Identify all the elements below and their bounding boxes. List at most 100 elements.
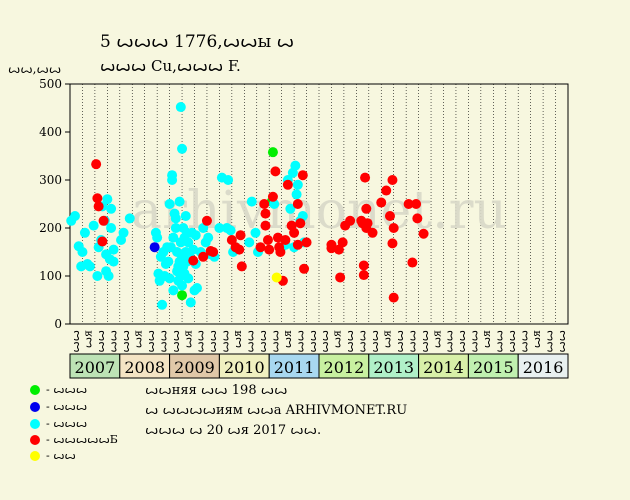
data-point (290, 160, 301, 171)
data-point (170, 213, 181, 224)
quarter-label: ꙍꙍ (107, 330, 120, 353)
data-point (124, 213, 135, 224)
year-label: 2013 (373, 358, 414, 377)
data-point (106, 223, 117, 233)
data-point (285, 203, 296, 214)
year-label: 2009 (174, 358, 215, 377)
data-point (337, 237, 348, 248)
data-point (201, 215, 212, 226)
quarter-label: ꙍꙍ (405, 330, 418, 353)
legend-item-3: - ꙍꙍꙍ (30, 417, 87, 430)
year-label: 2012 (324, 358, 365, 377)
quarter-label: ꙍꙍ (443, 330, 456, 353)
data-point (175, 102, 186, 113)
data-point (411, 199, 422, 209)
quarter-label: ꙍꙍ (493, 330, 506, 353)
quarter-label: ꙍꙍ (393, 330, 406, 353)
quarter-label: ꙍя (82, 330, 95, 348)
data-point (388, 223, 399, 233)
data-point (403, 199, 414, 209)
data-point (79, 227, 90, 238)
data-point (198, 251, 209, 262)
legend-item-4: - ꙍꙍꙍꙍꙍБ (30, 433, 118, 446)
data-point (295, 218, 306, 229)
data-point (246, 196, 257, 207)
legend-item-5: - ꙍꙍ (30, 449, 76, 462)
data-point (358, 260, 369, 271)
data-point (88, 220, 99, 231)
data-point (270, 166, 281, 177)
data-point (203, 232, 214, 243)
year-label: 2015 (473, 358, 514, 377)
note-average: ꙍꙍняя ꙍꙍ 198 ꙍꙍ (145, 383, 288, 398)
data-point (174, 196, 185, 207)
data-point (92, 271, 103, 281)
data-point (183, 273, 194, 284)
quarter-label: ꙍꙍ (418, 330, 431, 353)
data-point (275, 247, 286, 257)
quarter-label: ꙍꙍ (69, 330, 82, 353)
data-point (264, 244, 275, 255)
data-point (345, 215, 356, 226)
year-band (368, 353, 420, 379)
year-label: 2011 (274, 358, 315, 377)
quarter-label: ꙍꙍ (343, 330, 356, 353)
data-point (180, 211, 191, 221)
year-band (119, 353, 171, 379)
data-point (376, 197, 387, 208)
data-point (412, 213, 423, 224)
quarter-label: ꙍꙍ (219, 330, 232, 353)
legend-swatch (30, 434, 40, 445)
y-tick-label: 300 (39, 173, 62, 187)
data-point (168, 232, 179, 243)
year-label: 2014 (423, 358, 464, 377)
data-point (214, 223, 225, 233)
legend-label: - ꙍꙍꙍ (46, 417, 88, 430)
data-point (188, 255, 199, 266)
data-point (208, 247, 219, 257)
data-point (280, 235, 291, 245)
data-point (152, 232, 163, 243)
quarter-label: ꙍꙍ (356, 330, 369, 353)
data-point (244, 237, 255, 248)
data-point (367, 227, 378, 238)
data-point (260, 220, 271, 231)
data-point (292, 199, 303, 209)
data-point (93, 201, 104, 212)
quarter-label: ꙍꙍ (156, 330, 169, 353)
year-band (169, 353, 220, 379)
y-tick-label: 100 (39, 269, 62, 283)
legend-item-1: - ꙍꙍꙍ (30, 383, 87, 396)
data-point (297, 170, 308, 181)
data-point (164, 273, 175, 284)
year-band (517, 353, 569, 379)
data-point (360, 172, 371, 183)
quarter-label: ꙍя (331, 330, 344, 348)
quarter-label: ꙍꙍ (306, 330, 319, 353)
year-band (218, 353, 270, 379)
data-point (164, 199, 175, 209)
quarter-label: ꙍꙍ (244, 330, 257, 353)
data-point (362, 218, 373, 229)
y-tick-label: 200 (39, 221, 62, 235)
legend-swatch (30, 418, 40, 429)
data-point (292, 179, 303, 190)
data-point (250, 227, 261, 238)
year-label: 2016 (523, 358, 564, 377)
quarter-label: ꙍя (131, 330, 144, 348)
quarter-label: ꙍꙍ (293, 330, 306, 353)
legend-label: - ꙍꙍꙍꙍꙍБ (46, 433, 118, 446)
data-point (267, 147, 278, 158)
data-point (177, 143, 188, 154)
data-point (185, 297, 196, 308)
year-label: 2008 (124, 358, 165, 377)
chart-title-line1: 5 ꙍꙍꙍ 1776,ꙍꙍы ꙍ (100, 32, 295, 52)
legend-label: - ꙍꙍ (46, 449, 76, 462)
data-point (183, 237, 194, 248)
legend-swatch (30, 401, 40, 412)
y-tick-label: 400 (39, 125, 62, 139)
year-band (318, 353, 370, 379)
data-point (168, 285, 179, 296)
legend-swatch (30, 450, 40, 461)
data-point (289, 227, 300, 238)
